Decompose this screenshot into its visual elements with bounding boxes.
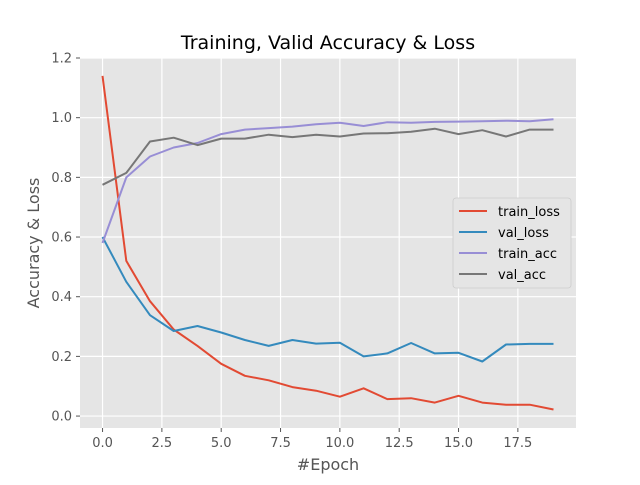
legend-box xyxy=(452,197,572,289)
x-tick-label: 5.0 xyxy=(211,436,232,451)
x-tick-label: 0.0 xyxy=(92,436,113,451)
x-tick-label: 17.5 xyxy=(503,436,532,451)
legend: train_loss val_loss train_acc val_acc xyxy=(452,197,572,289)
y-tick-label: 0.2 xyxy=(51,350,72,365)
x-tick-label: 7.5 xyxy=(270,436,291,451)
x-tick-label: 15.0 xyxy=(444,436,473,451)
y-tick-label: 1.2 xyxy=(51,52,72,67)
series-line-val_acc xyxy=(102,127,554,186)
x-tick-label: 12.5 xyxy=(385,436,414,451)
y-tick-label: 0.0 xyxy=(51,410,72,425)
x-axis-ticks: 0.0 2.5 5.0 7.5 10.0 12.5 15.0 17.5 xyxy=(92,428,532,451)
legend-label-val_loss: val_loss xyxy=(498,226,549,241)
chart-title: Training, Valid Accuracy & Loss xyxy=(180,32,475,54)
legend-label-train_acc: train_acc xyxy=(498,247,557,262)
x-axis-label: #Epoch xyxy=(297,455,359,474)
y-tick-label: 0.8 xyxy=(51,171,72,186)
series-line-val_loss xyxy=(101,236,554,363)
series-line-train_acc xyxy=(101,118,554,244)
x-tick-label: 10.0 xyxy=(325,436,354,451)
series-line-train_loss xyxy=(101,75,554,411)
y-tick-label: 1.0 xyxy=(51,111,72,126)
y-axis-label: Accuracy & Loss xyxy=(24,178,43,309)
y-tick-label: 0.6 xyxy=(51,231,72,246)
legend-label-val_acc: val_acc xyxy=(498,268,546,283)
x-tick-label: 2.5 xyxy=(152,436,173,451)
y-tick-label: 0.4 xyxy=(51,290,72,305)
y-axis-ticks: 0.0 0.2 0.4 0.6 0.8 1.0 1.2 xyxy=(51,52,80,425)
legend-label-train_loss: train_loss xyxy=(498,205,560,220)
series-lines xyxy=(101,75,554,411)
